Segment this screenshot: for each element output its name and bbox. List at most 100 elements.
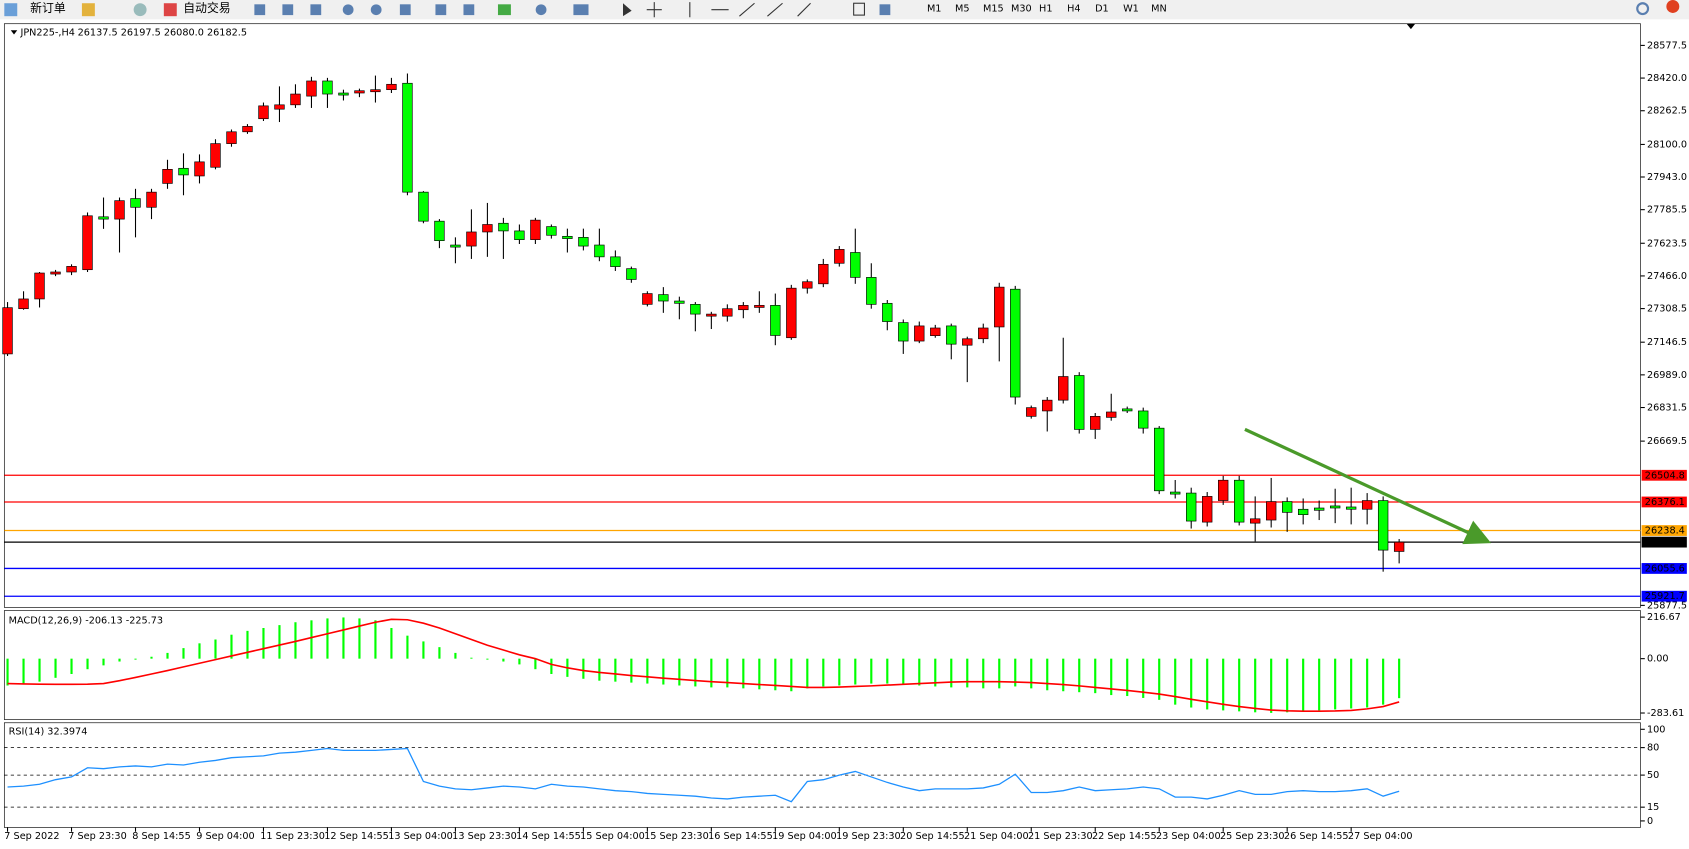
price-label: 26238.4 — [1645, 526, 1685, 537]
candle-body — [1090, 416, 1101, 430]
x-tick-label: 14 Sep 14:55 — [516, 831, 581, 842]
toolbar: 新订单 自动交易 M1 M5 M15 M30 H1 H4 D1 W1 MN — [0, 0, 1689, 20]
candle-body — [482, 224, 493, 233]
draw-icons[interactable] — [689, 2, 811, 18]
candle-body — [1329, 505, 1341, 509]
timeframes: M1 M5 M15 M30 H1 H4 D1 W1 MN — [927, 4, 1167, 15]
x-tick-label: 23 Sep 04:00 — [1156, 831, 1221, 842]
candle-body — [626, 268, 637, 280]
y-tick-label: 26989.0 — [1647, 370, 1687, 381]
y-tick-label: 28100.0 — [1647, 139, 1687, 150]
price-label: 26504.8 — [1645, 470, 1685, 481]
icon[interactable] — [879, 4, 891, 16]
price-label: 25921.7 — [1645, 591, 1685, 602]
candle-body — [386, 83, 397, 91]
trend-arrow — [1244, 427, 1492, 545]
candle-body — [914, 325, 925, 342]
price-label-bg — [1641, 563, 1687, 574]
candle-body — [1026, 407, 1037, 417]
x-tick-label: 13 Sep 04:00 — [388, 831, 453, 842]
y-tick-label: 27308.5 — [1647, 304, 1687, 315]
candle-body — [290, 93, 301, 106]
x-tick-label: 8 Sep 14:55 — [132, 831, 190, 842]
auto-trade-button[interactable]: 自动交易 — [183, 1, 230, 15]
icon[interactable] — [133, 3, 147, 17]
new-order-button[interactable]: 新订单 — [30, 1, 66, 15]
candle-body — [610, 256, 621, 267]
candle-body — [1122, 408, 1133, 412]
candle-body — [1377, 500, 1389, 551]
price-label-bg — [1641, 536, 1687, 548]
x-tick-label: 25 Sep 23:30 — [1220, 831, 1285, 842]
cursor-icon[interactable] — [623, 3, 632, 17]
icon[interactable] — [853, 2, 865, 16]
candle-body — [962, 338, 973, 346]
y-tick-label: 27146.5 — [1647, 337, 1687, 348]
icon[interactable] — [342, 4, 354, 16]
candle-body — [530, 219, 541, 240]
timeframe-button[interactable]: D1 — [1095, 4, 1109, 15]
candle-body — [1010, 288, 1021, 398]
candle-body — [130, 198, 141, 208]
new-order-icon[interactable] — [4, 3, 18, 17]
x-tick-label: 7 Sep 23:30 — [68, 831, 126, 842]
crosshair-icon[interactable] — [646, 2, 662, 18]
candle-body — [1106, 411, 1117, 418]
icon[interactable] — [435, 4, 447, 16]
search-icon[interactable] — [1636, 2, 1650, 16]
icon[interactable] — [497, 4, 511, 16]
candle-body — [258, 105, 269, 120]
price-label: 26055.6 — [1645, 563, 1685, 574]
icon[interactable] — [370, 4, 382, 16]
icon[interactable] — [81, 3, 95, 17]
candle-body — [674, 300, 685, 304]
notification-icon[interactable] — [1666, 0, 1680, 13]
timeframe-button[interactable]: H1 — [1039, 4, 1052, 15]
icon[interactable] — [282, 4, 294, 16]
x-tick-label: 15 Sep 23:30 — [644, 831, 709, 842]
icon[interactable] — [310, 4, 322, 16]
timeframe-button[interactable]: M1 — [927, 4, 942, 15]
candle-body — [930, 327, 941, 336]
dropdown-icon[interactable] — [10, 30, 18, 35]
candle-body — [1202, 496, 1213, 523]
timeframe-button[interactable]: M15 — [983, 4, 1004, 15]
candle-body — [370, 89, 381, 93]
candle-body — [690, 304, 701, 315]
timeframe-button[interactable]: H4 — [1067, 4, 1080, 15]
candle-body — [194, 161, 205, 177]
y-tick-label: 26669.5 — [1647, 436, 1687, 447]
price-label-bg — [1641, 496, 1687, 508]
y-tick-label: 216.67 — [1647, 612, 1681, 623]
price-label-bg — [1641, 469, 1687, 481]
timeframe-button[interactable]: M30 — [1011, 4, 1032, 15]
x-tick-label: 20 Sep 14:55 — [900, 831, 965, 842]
timeframe-button[interactable]: M5 — [955, 4, 970, 15]
x-tick-label: 7 Sep 2022 — [4, 831, 59, 842]
x-tick-label: 27 Sep 04:00 — [1348, 831, 1413, 842]
icon[interactable] — [573, 4, 589, 16]
icon[interactable] — [399, 4, 411, 16]
candle-body — [178, 167, 189, 176]
y-tick-label: 80 — [1647, 743, 1659, 754]
auto-trade-icon[interactable] — [163, 3, 177, 17]
candle-body — [322, 80, 333, 95]
y-tick-label: 26831.5 — [1647, 403, 1687, 414]
candle-body — [1138, 410, 1149, 429]
candle-body — [946, 325, 957, 345]
candle-body — [1074, 375, 1085, 430]
candle-body — [114, 200, 125, 220]
timeframe-button[interactable]: W1 — [1123, 4, 1139, 15]
icon[interactable] — [254, 4, 266, 16]
x-tick-label: 15 Sep 04:00 — [580, 831, 645, 842]
candle-body — [306, 80, 317, 97]
candle-body — [98, 216, 109, 220]
signal-line — [7, 618, 1400, 712]
icon[interactable] — [463, 4, 475, 16]
price-label: 26182.5 — [1645, 537, 1685, 548]
x-tick-label: 22 Sep 14:55 — [1092, 831, 1157, 842]
timeframe-button[interactable]: MN — [1151, 4, 1167, 15]
candle-body — [1154, 427, 1165, 492]
icon[interactable] — [535, 4, 547, 16]
